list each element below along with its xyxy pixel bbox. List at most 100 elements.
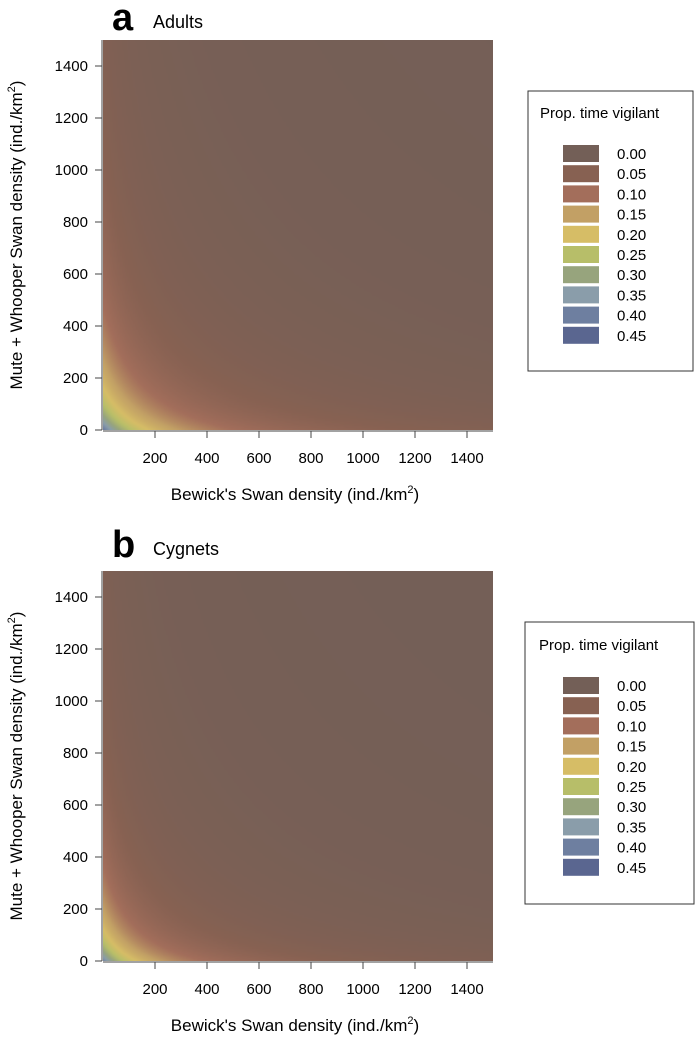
x-axis-label-end: ) xyxy=(414,485,420,504)
x-axis-label-sup: 2 xyxy=(407,1015,413,1027)
x-axis-label: Bewick's Swan density (ind./km2) xyxy=(171,484,419,504)
legend-swatch xyxy=(563,778,599,795)
legend-title: Prop. time vigilant xyxy=(540,105,660,122)
y-tick-label: 1000 xyxy=(55,693,88,710)
legend: Prop. time vigilant 0.00 0.05 0.10 0.15 0.20… xyxy=(524,621,695,905)
legend-label: 0.45 xyxy=(617,860,646,877)
y-tick-label: 1000 xyxy=(55,162,88,179)
legend-swatch xyxy=(563,326,599,344)
x-tick-label: 600 xyxy=(246,450,271,467)
y-axis-label: Mute + Whooper Swan density (ind./km2) xyxy=(6,81,26,390)
legend-swatch xyxy=(563,737,599,755)
legend-swatch xyxy=(563,266,599,284)
x-axis-label: Bewick's Swan density (ind./km2) xyxy=(171,1015,419,1035)
y-axis-label-main: Mute + Whooper Swan density (ind./km xyxy=(7,92,26,389)
y-tick-label: 1400 xyxy=(55,589,88,606)
x-tick-label: 600 xyxy=(246,981,271,998)
legend: Prop. time vigilant 0.00 0.05 0.10 0.15 0.20… xyxy=(527,90,694,372)
legend-label: 0.35 xyxy=(617,287,646,304)
panel-title: Adults xyxy=(153,12,203,32)
x-axis-label-main: Bewick's Swan density (ind./km xyxy=(171,485,408,504)
legend-label: 0.45 xyxy=(617,328,646,345)
legend-label: 0.20 xyxy=(617,759,646,776)
panel-title: Cygnets xyxy=(153,539,219,559)
legend-swatch xyxy=(563,145,599,162)
legend-swatch xyxy=(563,165,599,183)
legend-label: 0.35 xyxy=(617,819,646,836)
legend-swatch xyxy=(563,697,599,715)
y-tick-label: 800 xyxy=(63,214,88,231)
legend-label: 0.15 xyxy=(617,739,646,756)
y-tick-label: 600 xyxy=(63,797,88,814)
heatmap-surface xyxy=(103,571,493,961)
x-tick-label: 200 xyxy=(142,450,167,467)
panel-a: a Adults 0 200 400 600 800 1000 1200 1400 200 40… xyxy=(6,0,694,504)
legend-label: 0.40 xyxy=(617,840,646,857)
legend-swatch xyxy=(563,858,599,876)
legend-label: 0.00 xyxy=(617,146,646,163)
x-axis: 200 400 600 800 1000 1200 1400 xyxy=(103,961,493,998)
legend-label: 0.40 xyxy=(617,308,646,325)
x-tick-label: 1200 xyxy=(398,981,431,998)
legend-title: Prop. time vigilant xyxy=(539,637,659,654)
legend-swatch xyxy=(563,306,599,324)
y-axis: 0 200 400 600 800 1000 1200 1400 xyxy=(55,571,103,970)
heatmap-surface xyxy=(103,40,493,430)
y-tick-label: 400 xyxy=(63,849,88,866)
y-tick-label: 1200 xyxy=(55,641,88,658)
y-tick-label: 600 xyxy=(63,266,88,283)
x-tick-label: 200 xyxy=(142,981,167,998)
panel-b: b Cygnets 0 200 400 600 800 1000 1200 1400 200 4… xyxy=(6,524,695,1035)
y-tick-label: 1400 xyxy=(55,58,88,75)
y-axis-label-end: ) xyxy=(7,81,26,87)
legend-swatch xyxy=(563,246,599,263)
x-axis-label-main: Bewick's Swan density (ind./km xyxy=(171,1016,408,1035)
x-tick-label: 1400 xyxy=(450,450,483,467)
legend-swatch xyxy=(563,838,599,856)
legend-label: 0.30 xyxy=(617,267,646,284)
legend-swatch xyxy=(563,757,599,775)
x-tick-label: 400 xyxy=(194,981,219,998)
y-tick-label: 200 xyxy=(63,901,88,918)
legend-label: 0.15 xyxy=(617,207,646,224)
legend-label: 0.05 xyxy=(617,166,646,183)
legend-swatch xyxy=(563,286,599,304)
x-tick-label: 1000 xyxy=(346,981,379,998)
legend-swatch xyxy=(563,185,599,203)
y-axis-label-sup: 2 xyxy=(6,617,18,623)
legend-swatch xyxy=(563,717,599,735)
y-tick-label: 400 xyxy=(63,318,88,335)
x-tick-label: 1400 xyxy=(450,981,483,998)
legend-swatch xyxy=(563,205,599,223)
y-axis-label-sup: 2 xyxy=(6,86,18,92)
legend-label: 0.30 xyxy=(617,799,646,816)
legend-swatch xyxy=(563,225,599,243)
legend-label: 0.20 xyxy=(617,227,646,244)
y-axis-label: Mute + Whooper Swan density (ind./km2) xyxy=(6,612,26,921)
legend-label: 0.25 xyxy=(617,247,646,264)
legend-swatch xyxy=(563,677,599,694)
x-tick-label: 400 xyxy=(194,450,219,467)
legend-swatch xyxy=(563,798,599,816)
x-axis-label-end: ) xyxy=(414,1016,420,1035)
y-axis: 0 200 400 600 800 1000 1200 1400 xyxy=(55,40,103,439)
y-tick-label: 800 xyxy=(63,745,88,762)
x-tick-label: 1200 xyxy=(398,450,431,467)
y-tick-label: 1200 xyxy=(55,110,88,127)
y-axis-label-main: Mute + Whooper Swan density (ind./km xyxy=(7,623,26,920)
legend-items: 0.00 0.05 0.10 0.15 0.20 0.25 0.30 0.35 0.40 0.45 xyxy=(563,677,646,877)
y-tick-label: 0 xyxy=(80,422,88,439)
legend-swatch xyxy=(563,818,599,836)
legend-label: 0.05 xyxy=(617,698,646,715)
legend-items: 0.00 0.05 0.10 0.15 0.20 0.25 0.30 0.35 0.40 0.45 xyxy=(563,145,646,345)
y-axis-label-end: ) xyxy=(7,612,26,618)
x-tick-label: 800 xyxy=(298,981,323,998)
legend-label: 0.10 xyxy=(617,186,646,203)
x-axis-label-sup: 2 xyxy=(407,484,413,496)
x-axis: 200 400 600 800 1000 1200 1400 xyxy=(103,430,493,467)
legend-box xyxy=(527,90,694,372)
legend-label: 0.00 xyxy=(617,678,646,695)
legend-box xyxy=(524,621,695,905)
x-tick-label: 1000 xyxy=(346,450,379,467)
